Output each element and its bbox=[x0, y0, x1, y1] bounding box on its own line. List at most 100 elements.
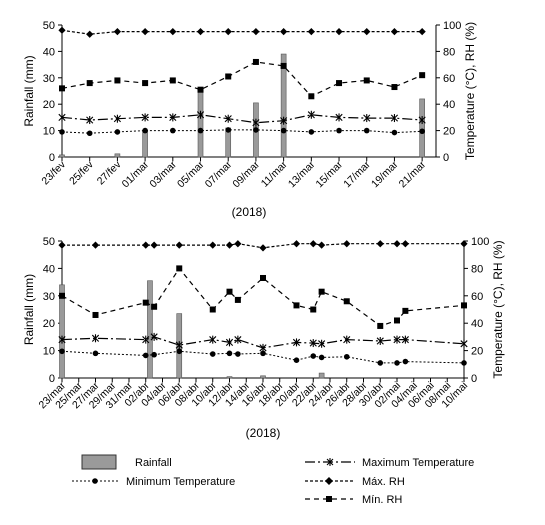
y-right-tick-label: 60 bbox=[443, 73, 455, 85]
series-point-max-temp bbox=[142, 335, 150, 344]
series-point-max-rh bbox=[460, 240, 468, 248]
series-point-max-rh bbox=[150, 241, 158, 249]
rainfall-bar bbox=[318, 372, 325, 379]
series-point-max-rh bbox=[292, 240, 301, 248]
series-point-min-temp bbox=[280, 127, 287, 134]
series-point-max-temp bbox=[58, 113, 66, 122]
series-point-min-temp bbox=[363, 127, 370, 134]
series-point-max-rh bbox=[376, 240, 384, 248]
x-tick-label: 21/mar bbox=[397, 158, 429, 190]
y-left-tick-label: 30 bbox=[43, 73, 55, 85]
series-point-min-temp bbox=[419, 128, 425, 135]
y-right-tick-label: 20 bbox=[471, 346, 483, 358]
series-point-min-temp bbox=[92, 350, 99, 357]
y-left-tick-label: 40 bbox=[43, 46, 55, 58]
y-left-tick-label: 50 bbox=[43, 236, 55, 248]
series-point-max-temp bbox=[307, 110, 315, 119]
series-point-max-temp bbox=[460, 339, 468, 348]
series-point-min-temp bbox=[226, 350, 233, 357]
series-point-min-temp bbox=[260, 350, 266, 357]
series-point-min-rh bbox=[59, 85, 65, 92]
series-point-max-temp bbox=[318, 339, 326, 348]
series-point-max-rh bbox=[335, 28, 343, 36]
legend-rainfall-label: Rainfall bbox=[135, 457, 172, 469]
series-point-min-temp bbox=[394, 360, 400, 366]
y-left-tick-label: 20 bbox=[43, 318, 55, 330]
series-point-min-rh bbox=[86, 80, 93, 87]
series-point-min-temp bbox=[59, 129, 65, 135]
series-point-min-rh bbox=[234, 296, 241, 303]
series-point-max-temp bbox=[363, 114, 371, 123]
series-point-max-temp bbox=[234, 335, 242, 344]
series-point-min-temp bbox=[176, 348, 183, 355]
series-point-min-rh bbox=[363, 77, 370, 84]
y-axis-left-title: Rainfall (mm) bbox=[22, 55, 36, 126]
x-tick-label: 03/mar bbox=[147, 158, 179, 190]
series-point-max-temp bbox=[196, 110, 205, 119]
series-point-min-temp bbox=[142, 352, 149, 359]
y-left-tick-label: 20 bbox=[43, 99, 55, 111]
series-point-max-temp bbox=[175, 341, 183, 350]
series-point-min-temp bbox=[59, 348, 65, 355]
rainfall-bar bbox=[280, 53, 287, 158]
series-point-max-rh bbox=[224, 28, 232, 36]
series-point-max-temp bbox=[86, 116, 94, 125]
y-right-tick-label: 0 bbox=[471, 373, 477, 385]
series-point-min-temp bbox=[86, 130, 93, 137]
series-point-max-rh bbox=[259, 244, 267, 252]
legend-max-temp-marker bbox=[326, 458, 334, 466]
y-left-tick-label: 10 bbox=[43, 126, 55, 138]
series-point-min-rh bbox=[197, 86, 204, 93]
series-point-min-rh bbox=[59, 292, 65, 299]
series-point-max-rh bbox=[58, 26, 66, 34]
series-point-max-rh bbox=[401, 240, 409, 248]
series-point-max-rh bbox=[418, 28, 426, 36]
legend-min-temp-label: Minimum Temperature bbox=[126, 476, 235, 488]
series-point-max-temp bbox=[418, 116, 426, 125]
x-tick-label: 17/mar bbox=[341, 158, 373, 190]
x-tick-label: 01/mar bbox=[120, 158, 152, 190]
series-point-max-rh bbox=[252, 28, 260, 36]
series-point-min-temp bbox=[197, 127, 204, 134]
series-point-max-rh bbox=[196, 28, 205, 36]
series-point-max-rh bbox=[58, 241, 66, 249]
y-left-tick-label: 10 bbox=[43, 346, 55, 358]
series-point-min-temp bbox=[310, 353, 317, 359]
series-point-max-rh bbox=[209, 241, 217, 249]
series-point-max-rh bbox=[343, 240, 351, 248]
series-point-max-temp bbox=[141, 113, 149, 122]
series-point-min-rh bbox=[293, 302, 300, 309]
series-point-min-rh bbox=[377, 322, 384, 329]
series-point-min-temp bbox=[308, 129, 315, 135]
chart-top-feb-mar: 0102030405002040608010023/fev25/fev27/fe… bbox=[22, 20, 477, 219]
series-point-max-temp bbox=[280, 116, 288, 125]
rainfall-bar bbox=[147, 280, 153, 379]
series-point-min-temp bbox=[114, 129, 121, 135]
y-left-tick-label: 30 bbox=[43, 291, 55, 303]
rainfall-bar bbox=[226, 376, 233, 379]
series-point-min-rh bbox=[260, 274, 266, 281]
series-point-max-temp bbox=[343, 335, 351, 344]
series-point-min-temp bbox=[336, 127, 342, 134]
y-right-tick-label: 0 bbox=[443, 152, 449, 164]
series-point-min-rh bbox=[226, 288, 233, 295]
series-point-min-rh bbox=[142, 80, 149, 87]
series-point-max-rh bbox=[142, 241, 150, 249]
series-point-min-temp bbox=[377, 360, 384, 366]
rainfall-bar bbox=[260, 375, 266, 379]
series-point-max-temp bbox=[58, 335, 66, 344]
y-left-tick-label: 0 bbox=[49, 152, 55, 164]
series-point-min-rh bbox=[169, 77, 176, 84]
rainfall-bar bbox=[114, 153, 121, 158]
series-point-min-temp bbox=[209, 351, 216, 357]
series-point-max-rh bbox=[309, 240, 317, 248]
series-point-min-rh bbox=[402, 307, 409, 314]
legend-min-rh-label: Mín. RH bbox=[362, 494, 402, 506]
y-axis-left-title: Rainfall (mm) bbox=[22, 274, 36, 345]
series-point-max-temp bbox=[393, 335, 401, 344]
series-point-max-rh bbox=[141, 28, 149, 36]
series-point-min-temp bbox=[235, 351, 241, 357]
series-line-max-temp bbox=[61, 114, 423, 124]
y-axis-right-title: Temperature (°C), RH (%) bbox=[463, 22, 477, 160]
series-point-max-temp bbox=[401, 335, 409, 344]
